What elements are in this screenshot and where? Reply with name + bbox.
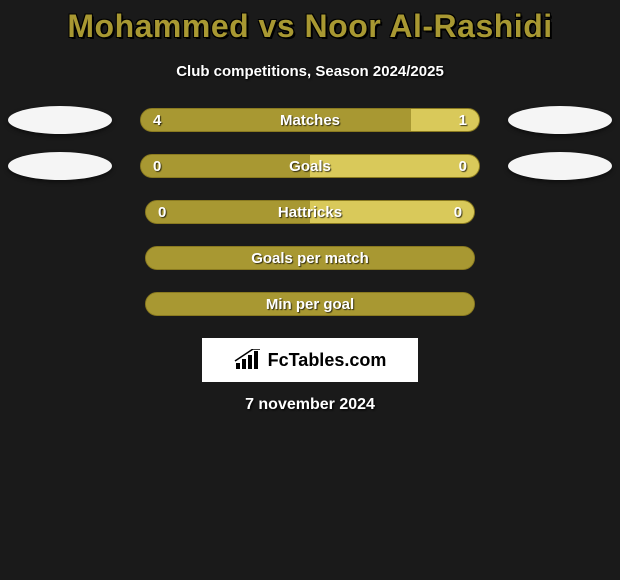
avatar-right — [508, 106, 612, 134]
stat-label: Hattricks — [146, 201, 474, 224]
stat-bar: Min per goal — [145, 292, 475, 316]
stat-label: Min per goal — [146, 293, 474, 316]
stat-label: Goals per match — [146, 247, 474, 270]
avatar-left — [8, 152, 112, 180]
stat-row: 00Goals — [0, 154, 620, 178]
stat-row: 41Matches — [0, 108, 620, 132]
footer-date: 7 november 2024 — [0, 396, 620, 414]
page-subtitle: Club competitions, Season 2024/2025 — [0, 63, 620, 80]
avatar-left — [8, 106, 112, 134]
stat-bar: 00Hattricks — [145, 200, 475, 224]
stat-row: Goals per match — [0, 246, 620, 270]
stat-row: Min per goal — [0, 292, 620, 316]
chart-icon — [234, 349, 262, 371]
stat-row: 00Hattricks — [0, 200, 620, 224]
stat-rows: 41Matches 00Goals 00Hattricks Goals per mat… — [0, 108, 620, 316]
avatar-right — [508, 152, 612, 180]
stat-bar: Goals per match — [145, 246, 475, 270]
infographic-container: Mohammed vs Noor Al-Rashidi Club competi… — [0, 0, 620, 414]
logo-text: FcTables.com — [268, 350, 387, 371]
stat-label: Matches — [141, 109, 479, 132]
logo-box: FcTables.com — [202, 338, 418, 382]
stat-bar: 41Matches — [140, 108, 480, 132]
stat-bar: 00Goals — [140, 154, 480, 178]
stat-label: Goals — [141, 155, 479, 178]
page-title: Mohammed vs Noor Al-Rashidi — [0, 8, 620, 45]
